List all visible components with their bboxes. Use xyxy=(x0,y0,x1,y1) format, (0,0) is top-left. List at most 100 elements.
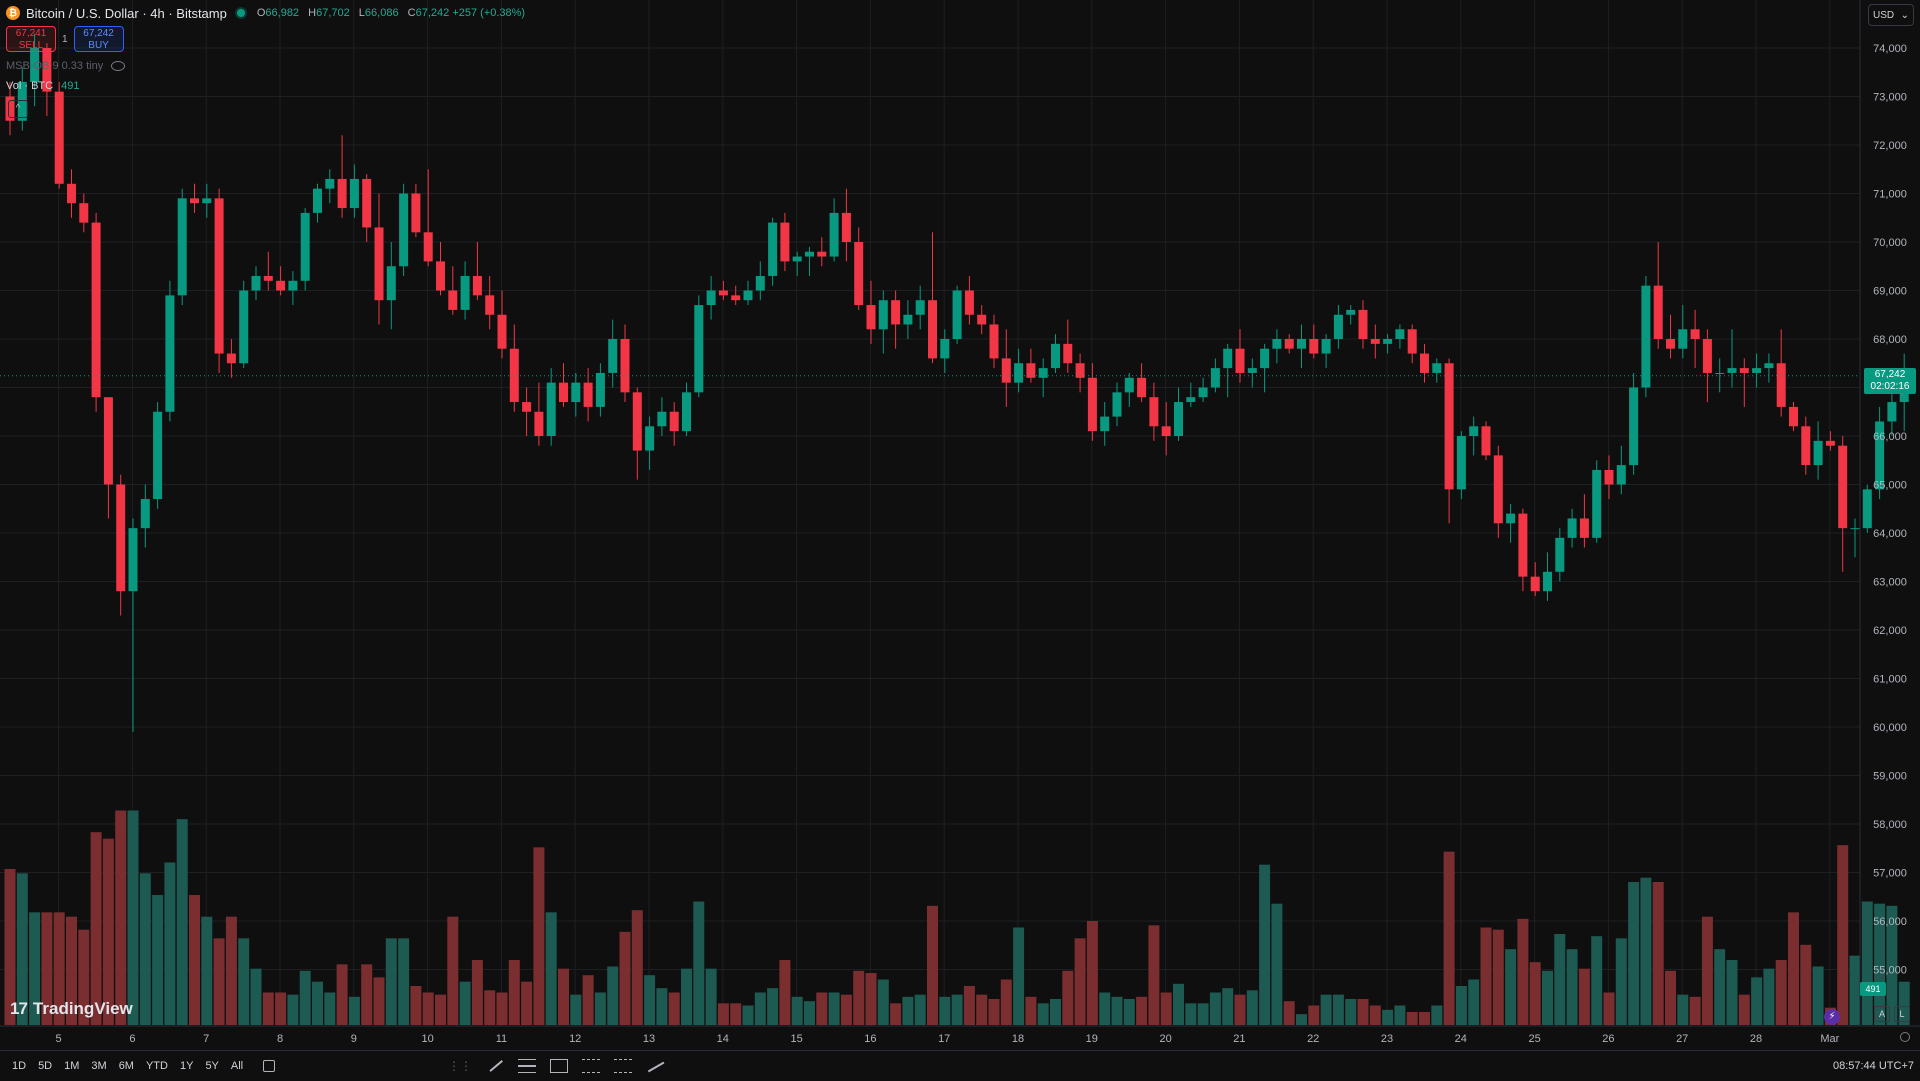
candle-body xyxy=(1272,339,1282,349)
price-axis[interactable]: 74,000 73,000 72,000 71,000 70,000 69,000 68,0… xyxy=(1859,0,1907,1026)
log-scale-button[interactable]: L xyxy=(1894,1006,1910,1022)
volume-bar xyxy=(1652,882,1664,1025)
range-6m[interactable]: 6M xyxy=(118,1060,134,1072)
fib-retracement-icon[interactable] xyxy=(582,1059,600,1073)
range-1y[interactable]: 1Y xyxy=(179,1060,194,1072)
watermark-text: TradingView xyxy=(32,999,133,1018)
candle-body xyxy=(300,212,310,281)
volume-bar xyxy=(508,960,520,1025)
x-tick-label: 9 xyxy=(351,1033,357,1045)
volume-bar xyxy=(225,916,237,1025)
candle-body xyxy=(128,528,138,592)
range-3m[interactable]: 3M xyxy=(91,1060,107,1072)
volume-bar xyxy=(1000,979,1012,1025)
candle-body xyxy=(116,484,126,592)
collapse-legend-button[interactable]: ^ xyxy=(8,100,28,118)
y-tick-label: 61,000 xyxy=(1873,674,1907,686)
candle-body xyxy=(1764,363,1774,369)
sell-button[interactable]: 67,241 SELL xyxy=(6,26,56,52)
volume-bar xyxy=(619,931,631,1025)
calendar-icon[interactable] xyxy=(263,1060,276,1072)
grip-icon[interactable]: ⋮⋮ xyxy=(448,1059,472,1073)
volume-bar xyxy=(4,869,16,1025)
tradingview-watermark[interactable]: 17 TradingView xyxy=(10,999,133,1019)
volume-bar xyxy=(1775,960,1787,1025)
indicator-label: MSB-OB 9 0.33 tiny xyxy=(6,60,104,72)
volume-bar xyxy=(1013,927,1025,1025)
volume-tag: 491 xyxy=(1860,982,1886,996)
volume-bar xyxy=(1345,999,1357,1025)
volume-bar xyxy=(1529,962,1541,1025)
candle-body xyxy=(1210,368,1220,388)
volume-bar xyxy=(1837,845,1849,1025)
volume-bar xyxy=(1025,996,1037,1025)
trend-line-icon[interactable] xyxy=(486,1059,504,1073)
candle-body xyxy=(866,305,876,330)
candle-body xyxy=(276,280,286,291)
y-tick-label: 72,000 xyxy=(1873,140,1907,152)
volume-bar xyxy=(16,873,28,1025)
candle-body xyxy=(718,290,728,296)
candle-body xyxy=(1174,402,1183,436)
horizontal-lines-icon[interactable] xyxy=(518,1059,536,1073)
candle-body xyxy=(1616,465,1626,485)
y-tick-label: 57,000 xyxy=(1873,868,1907,880)
volume-bar xyxy=(828,992,840,1025)
x-tick-label: 15 xyxy=(790,1033,802,1045)
candle-body xyxy=(263,275,273,281)
y-tick-label: 68,000 xyxy=(1873,334,1907,346)
volume-bar xyxy=(1861,901,1873,1025)
buy-button[interactable]: 67,242 BUY xyxy=(73,26,124,52)
volume-bar xyxy=(1296,1014,1307,1025)
volume-bar xyxy=(1406,1012,1418,1025)
candle-body xyxy=(854,242,864,306)
volume-bar xyxy=(1259,864,1271,1025)
volume-legend[interactable]: Vol · BTC 491 xyxy=(6,80,79,92)
volume-bar xyxy=(668,992,680,1025)
range-5d[interactable]: 5D xyxy=(38,1060,53,1072)
currency-select[interactable]: USD ⌄ xyxy=(1868,4,1914,26)
y-tick-label: 59,000 xyxy=(1873,771,1907,783)
volume-bar xyxy=(1099,992,1111,1025)
volume-bar xyxy=(816,992,828,1025)
candle-body xyxy=(5,96,15,121)
volume-bar xyxy=(693,901,705,1025)
x-tick-label: 13 xyxy=(643,1033,655,1045)
candle-body xyxy=(1567,518,1577,538)
range-1m[interactable]: 1M xyxy=(64,1060,80,1072)
volume-value: 491 xyxy=(61,80,80,92)
candle-body xyxy=(165,295,175,412)
volume-bar xyxy=(631,910,643,1025)
volume-bar xyxy=(238,938,250,1025)
brush-icon[interactable] xyxy=(646,1059,664,1073)
volume-bar xyxy=(1554,934,1566,1025)
clock-time[interactable]: 08:57:44 UTC+7 xyxy=(1832,1060,1914,1072)
range-5y[interactable]: 5Y xyxy=(205,1060,219,1072)
candle-body xyxy=(1727,368,1737,373)
range-1d[interactable]: 1D xyxy=(12,1060,27,1072)
x-tick-label: 11 xyxy=(496,1033,507,1045)
candle-body xyxy=(485,295,495,315)
indicator-legend[interactable]: MSB-OB 9 0.33 tiny xyxy=(6,60,126,72)
candle-body xyxy=(1518,513,1528,577)
candle-body xyxy=(1014,363,1024,383)
candle-body xyxy=(1444,363,1454,490)
lightning-icon[interactable]: ⚡ xyxy=(1824,1009,1840,1025)
auto-scale-button[interactable]: A xyxy=(1874,1006,1890,1022)
time-axis[interactable]: 5 6 7 8 9 10 11 12 13 14 15 16 17 18 19 20 21 22 23 24 25 26 2… xyxy=(0,1025,1920,1045)
symbol-title[interactable]: Bitcoin / U.S. Dollar · 4h · Bitstamp xyxy=(26,5,227,21)
hidden-eye-icon[interactable] xyxy=(111,61,126,71)
volume-bar xyxy=(545,912,557,1025)
rectangle-icon[interactable] xyxy=(550,1059,568,1073)
volume-bar xyxy=(1111,996,1123,1025)
volume-bar xyxy=(779,960,791,1025)
volume-bar xyxy=(422,992,434,1025)
volume-bar xyxy=(262,992,274,1025)
range-all[interactable]: All xyxy=(230,1060,244,1072)
candle-body xyxy=(386,266,396,301)
range-ytd[interactable]: YTD xyxy=(145,1060,168,1072)
candle-body xyxy=(1604,469,1614,485)
settings-gear-icon[interactable] xyxy=(1900,1032,1910,1042)
parallel-channel-icon[interactable] xyxy=(614,1059,632,1073)
